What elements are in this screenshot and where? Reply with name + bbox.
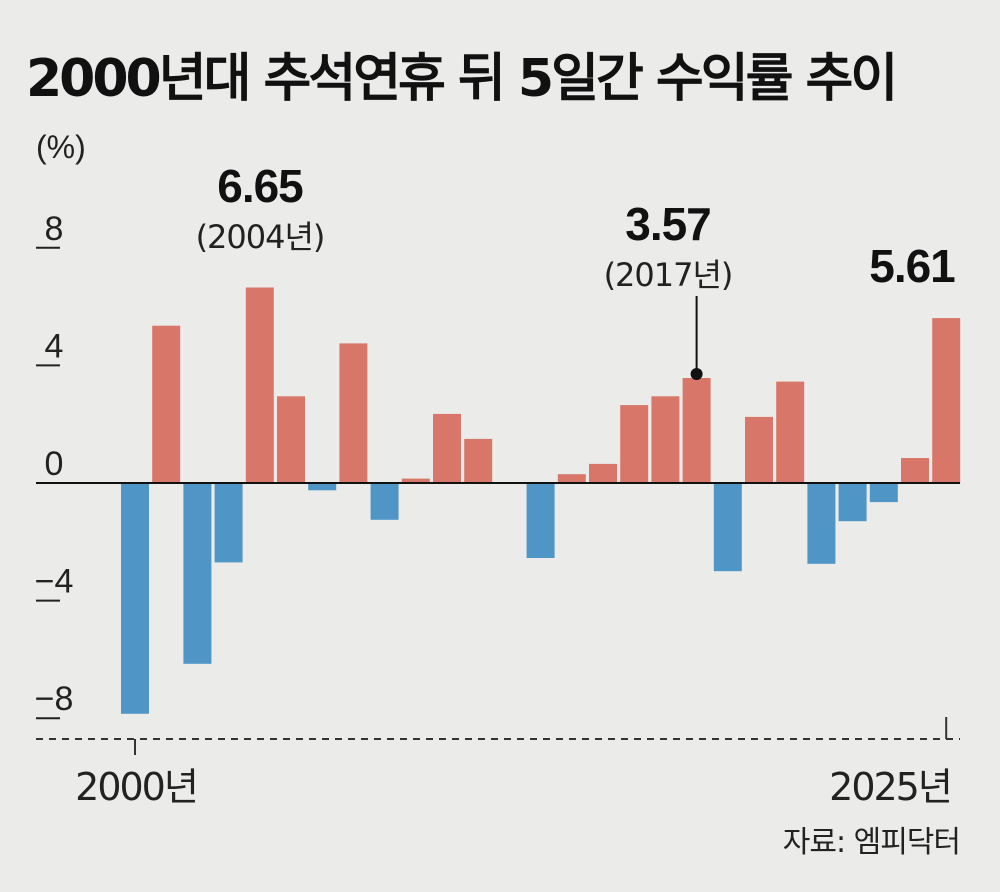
bar bbox=[526, 483, 555, 558]
annotation-2025-value: 5.61 bbox=[869, 240, 955, 292]
chart-title: 2000년대 추석연휴 뒤 5일간 수익률 추이 bbox=[26, 49, 895, 109]
annotation-2017-year: (2017년) bbox=[604, 256, 733, 294]
bar bbox=[433, 413, 461, 483]
bar bbox=[245, 287, 274, 483]
bar bbox=[682, 378, 711, 483]
bar bbox=[869, 483, 898, 503]
bar bbox=[183, 483, 212, 664]
bar bbox=[339, 343, 368, 484]
bar bbox=[214, 483, 243, 563]
y-unit-label: (%) bbox=[36, 129, 86, 165]
annotation-2017-value: 3.57 bbox=[625, 198, 711, 250]
bar bbox=[589, 463, 617, 483]
bars bbox=[121, 287, 961, 714]
annotation-2017-dot bbox=[690, 368, 703, 381]
y-tick-label: 8 bbox=[45, 210, 64, 248]
bar bbox=[464, 438, 493, 483]
y-tick-label: 4 bbox=[45, 327, 64, 365]
annotation-2004-value: 6.65 bbox=[217, 160, 303, 212]
bar bbox=[807, 483, 836, 564]
x-label-last: 2025년 bbox=[829, 765, 951, 809]
bar bbox=[745, 416, 773, 483]
bar bbox=[713, 483, 742, 572]
y-axis: 8 4 0 −4 −8 bbox=[35, 210, 74, 720]
bar bbox=[620, 405, 649, 483]
x-label-first: 2000년 bbox=[75, 765, 197, 809]
y-tick-label: −8 bbox=[35, 680, 74, 718]
bar bbox=[277, 396, 305, 483]
y-tick-label: 0 bbox=[45, 445, 64, 483]
bar bbox=[651, 396, 680, 483]
bar bbox=[932, 318, 961, 483]
bar bbox=[838, 483, 867, 522]
bar bbox=[308, 483, 337, 491]
y-tick-label: −4 bbox=[35, 563, 74, 601]
bar bbox=[121, 483, 149, 714]
bar bbox=[401, 478, 430, 483]
annotation-2004-year: (2004년) bbox=[196, 218, 325, 256]
source-note: 자료: 엠피닥터 bbox=[783, 825, 960, 860]
bar bbox=[776, 381, 805, 483]
bar bbox=[152, 325, 181, 483]
bar bbox=[370, 483, 399, 520]
bar bbox=[901, 458, 929, 483]
bar bbox=[557, 474, 586, 483]
